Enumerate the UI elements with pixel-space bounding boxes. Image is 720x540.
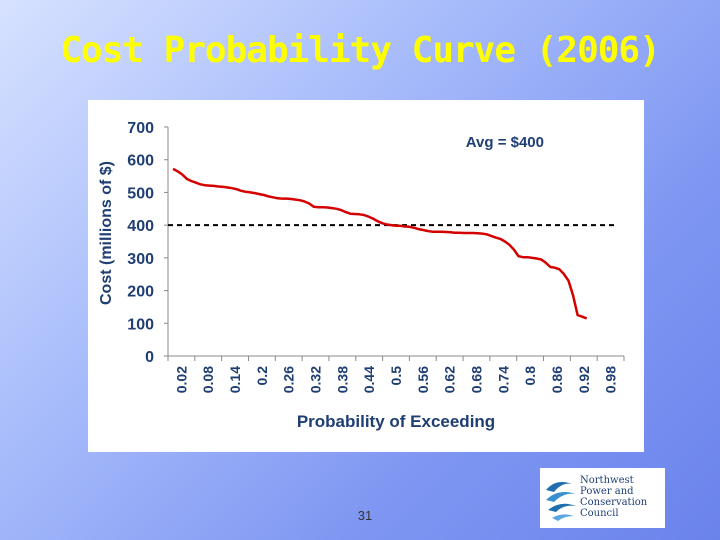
cost-probability-chart: 0 100 200 300 400 500 600 700 0.02 0.08 0.14 0.2 0.2… bbox=[98, 120, 625, 431]
logo-line: Northwest bbox=[580, 475, 634, 486]
average-label: Avg = $400 bbox=[466, 134, 544, 151]
x-tick-label: 0.86 bbox=[549, 366, 565, 393]
y-tick-label: 300 bbox=[127, 251, 154, 268]
x-tick-label: 0.26 bbox=[281, 366, 297, 393]
x-tick-label: 0.8 bbox=[522, 366, 538, 386]
x-tick-label: 0.74 bbox=[495, 366, 511, 393]
logo-text: Northwest Power and Conservation Council bbox=[580, 475, 662, 519]
axes-layer bbox=[164, 126, 625, 361]
page-number: 31 bbox=[357, 508, 373, 523]
y-tick-label: 600 bbox=[127, 153, 154, 170]
x-tick-label: 0.62 bbox=[442, 366, 458, 393]
council-logo: Northwest Power and Conservation Council bbox=[540, 468, 665, 528]
series-layer bbox=[172, 167, 588, 320]
x-tick-label: 0.2 bbox=[254, 366, 270, 386]
logo-line: Conservation bbox=[580, 497, 648, 508]
x-tick-label: 0.38 bbox=[334, 366, 350, 393]
y-tick-label: 0 bbox=[145, 349, 154, 366]
x-tick-label: 0.44 bbox=[361, 366, 377, 393]
x-tick-label: 0.5 bbox=[388, 366, 404, 386]
y-tick-label: 500 bbox=[127, 185, 154, 202]
chart-panel: 0 100 200 300 400 500 600 700 0.02 0.08 0.14 0.2 0.2… bbox=[88, 100, 644, 452]
x-tick-label: 0.02 bbox=[173, 366, 189, 393]
logo-line: Council bbox=[580, 508, 619, 519]
wave-logo-icon bbox=[546, 482, 576, 521]
slide-title: Cost Probability Curve (2006) bbox=[60, 30, 661, 71]
label-layer: 0 100 200 300 400 500 600 700 0.02 0.08 0.14 0.2 0.2… bbox=[98, 120, 619, 431]
x-tick-label: 0.98 bbox=[603, 366, 619, 393]
x-axis-title: Probability of Exceeding bbox=[297, 412, 495, 431]
logo-line: Power and bbox=[580, 486, 634, 497]
y-axis-title: Cost (millions of $) bbox=[98, 161, 115, 305]
x-tick-label: 0.56 bbox=[415, 366, 431, 393]
x-tick-label: 0.92 bbox=[576, 366, 592, 393]
y-tick-label: 400 bbox=[127, 218, 154, 235]
x-tick-label: 0.68 bbox=[468, 366, 484, 393]
y-tick-label: 100 bbox=[127, 316, 154, 333]
cost-series-line bbox=[172, 167, 588, 320]
y-tick-label: 200 bbox=[127, 284, 154, 301]
x-tick-label: 0.14 bbox=[227, 366, 243, 393]
x-tick-label: 0.08 bbox=[200, 366, 216, 393]
y-tick-label: 700 bbox=[127, 120, 154, 137]
x-tick-label: 0.32 bbox=[308, 366, 324, 393]
